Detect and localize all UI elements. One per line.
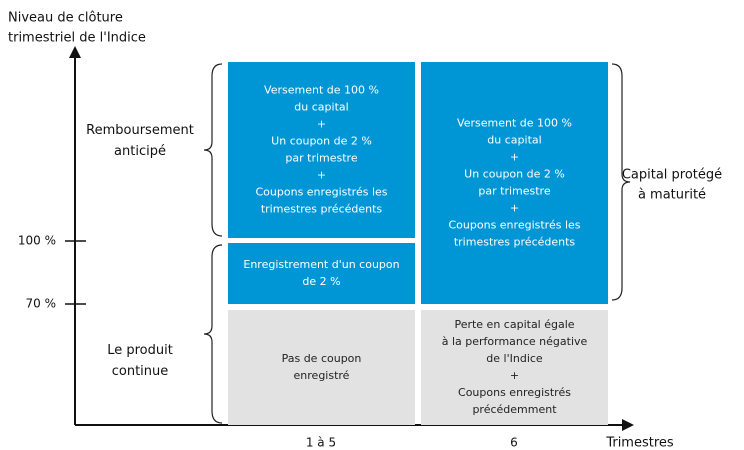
- label-line: de l'Indice: [486, 352, 543, 365]
- label-line: par trimestre: [285, 152, 357, 165]
- label-line: Coupons enregistrés les: [449, 219, 581, 232]
- y-tick-label: 70 %: [26, 297, 57, 311]
- label-line: +: [317, 118, 326, 131]
- label-line: Un coupon de 2 %: [464, 168, 565, 181]
- label-line: à la performance négative: [442, 335, 588, 348]
- label-line: du capital: [294, 101, 348, 114]
- label-line: trimestres précédents: [454, 236, 576, 249]
- column-label: 1 à 5: [306, 436, 336, 450]
- box: [421, 310, 608, 425]
- box: [228, 62, 415, 238]
- column-label: 6: [510, 436, 518, 450]
- label-line: +: [510, 369, 519, 382]
- label-line: +: [510, 202, 519, 215]
- label-line: Coupons enregistrés: [458, 386, 571, 399]
- box: [228, 310, 415, 425]
- label-line: Perte en capital égale: [454, 318, 574, 331]
- label-line: trimestriel de l'Indice: [8, 31, 146, 46]
- label-line: Un coupon de 2 %: [271, 135, 372, 148]
- label-line: Versement de 100 %: [457, 117, 572, 130]
- label-line: Versement de 100 %: [264, 84, 379, 97]
- label-line: Niveau de clôture: [8, 11, 123, 26]
- label-line: anticipé: [114, 144, 166, 159]
- label-line: Le produit: [107, 343, 173, 358]
- x-axis-label: Trimestres: [605, 436, 674, 450]
- box: [421, 62, 608, 304]
- label-line: Pas de coupon: [282, 352, 362, 365]
- brace: [203, 244, 223, 424]
- label-line: trimestres précédents: [261, 203, 383, 216]
- label-line: précédemment: [472, 403, 557, 416]
- label-line: Coupons enregistrés les: [256, 186, 388, 199]
- label-line: par trimestre: [478, 185, 550, 198]
- y-tick-label: 100 %: [18, 234, 56, 248]
- box: [228, 243, 415, 304]
- label-line: Capital protégé: [622, 168, 722, 183]
- label-line: de 2 %: [302, 275, 340, 288]
- label-line: +: [317, 169, 326, 182]
- label-line: continue: [112, 364, 169, 379]
- label-line: enregistré: [294, 369, 350, 382]
- label-line: Enregistrement d'un coupon: [243, 258, 399, 271]
- brace: [611, 63, 631, 301]
- label-line: Remboursement: [86, 123, 194, 138]
- brace: [203, 63, 223, 237]
- label-line: du capital: [487, 134, 541, 147]
- label-line: +: [510, 151, 519, 164]
- label-line: à maturité: [638, 188, 706, 203]
